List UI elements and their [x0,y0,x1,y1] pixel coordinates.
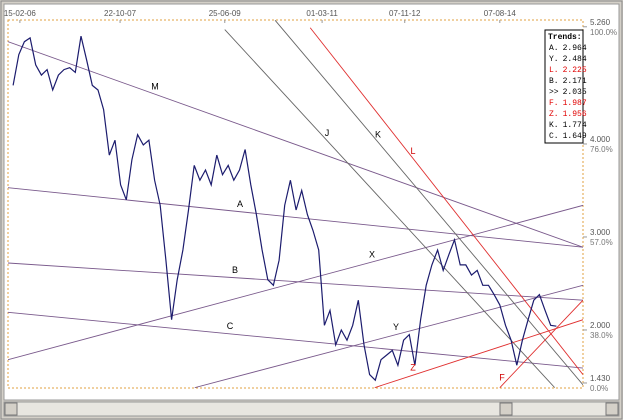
x-tick-label: 22-10-07 [104,9,137,18]
x-tick-label: 01-03-11 [306,9,338,18]
legend-entry: A. 2.964 [549,44,587,53]
plot-border [7,19,584,389]
legend-entry: F. 1.987 [549,99,587,108]
trend-line [194,284,583,388]
legend-name: >> [549,88,559,97]
trend-label: B [232,265,238,275]
legend-box [544,29,584,144]
legend-value: 2.035 [563,88,587,97]
trend-line [8,187,583,248]
legend-value: 2.171 [563,77,587,86]
y-pct-label: 57.0% [590,238,613,247]
chart-panel [3,3,620,401]
trend-line [374,319,583,388]
legend-name: A. [549,44,559,53]
trend-label: A [237,199,243,209]
trend-label: M [151,82,159,92]
legend-name: L. [549,66,559,75]
trend-line [274,20,583,386]
trend-label: X [369,249,375,259]
legend-entry: B. 2.171 [549,77,587,86]
legend-entry: Z. 1.956 [549,110,587,119]
x-tick-label: 07-08-14 [484,9,517,18]
y-tick-label: 3.000 [590,228,611,237]
y-pct-label: 38.0% [590,331,613,340]
scroll-left[interactable] [4,402,18,416]
trend-label: C [227,321,234,331]
legend-name: Y. [549,55,559,64]
trend-line [499,299,583,388]
trend-line [8,41,583,248]
legend-value: 2.225 [563,66,587,75]
legend-entry: Y. 2.484 [549,55,587,64]
y-tick-label: 2.000 [590,321,611,330]
trend-line [224,29,556,388]
legend-entry: >> 2.035 [549,88,587,97]
y-tick-label: 4.000 [590,135,611,144]
trend-line [8,262,583,301]
y-tick-label: 5.260 [590,18,611,27]
trend-label: K [375,129,381,139]
plot-area [8,20,583,388]
legend-name: K. [549,121,559,130]
y-pct-label: 0.0% [590,384,608,393]
trend-line [309,27,583,375]
legend-value: 1.774 [563,121,587,130]
legend-entry: L. 2.225 [549,66,587,75]
legend-name: Z. [549,110,559,119]
legend-value: 1.649 [563,132,587,141]
scroll-right[interactable] [605,402,619,416]
scroll-thumb[interactable] [499,402,513,416]
x-tick-label: 15-02-06 [4,9,37,18]
y-pct-label: 76.0% [590,145,613,154]
legend-value: 1.987 [563,99,587,108]
price-line [12,35,557,382]
trend-label: F [499,373,505,383]
legend-entry: C. 1.649 [549,132,587,141]
trend-line [8,311,583,369]
legend-name: B. [549,77,559,86]
trend-label: L [410,146,415,156]
legend-value: 2.964 [563,44,587,53]
legend-title: Trends: [548,33,582,42]
legend-name: F. [549,99,559,108]
y-tick-label: 1.430 [590,374,611,383]
trend-label: Y [393,322,399,332]
legend-value: 1.956 [563,110,587,119]
trend-line [8,204,583,361]
trend-label: J [325,128,330,138]
legend-value: 2.484 [563,55,587,64]
legend-entry: K. 1.774 [549,121,587,130]
y-pct-label: 100.0% [590,28,617,37]
x-tick-label: 07-11-12 [389,9,421,18]
trend-label: Z [410,363,416,373]
scroll-track[interactable] [3,401,620,417]
scrollbar[interactable] [3,401,620,417]
x-tick-label: 25-06-09 [209,9,242,18]
legend-name: C. [549,132,559,141]
